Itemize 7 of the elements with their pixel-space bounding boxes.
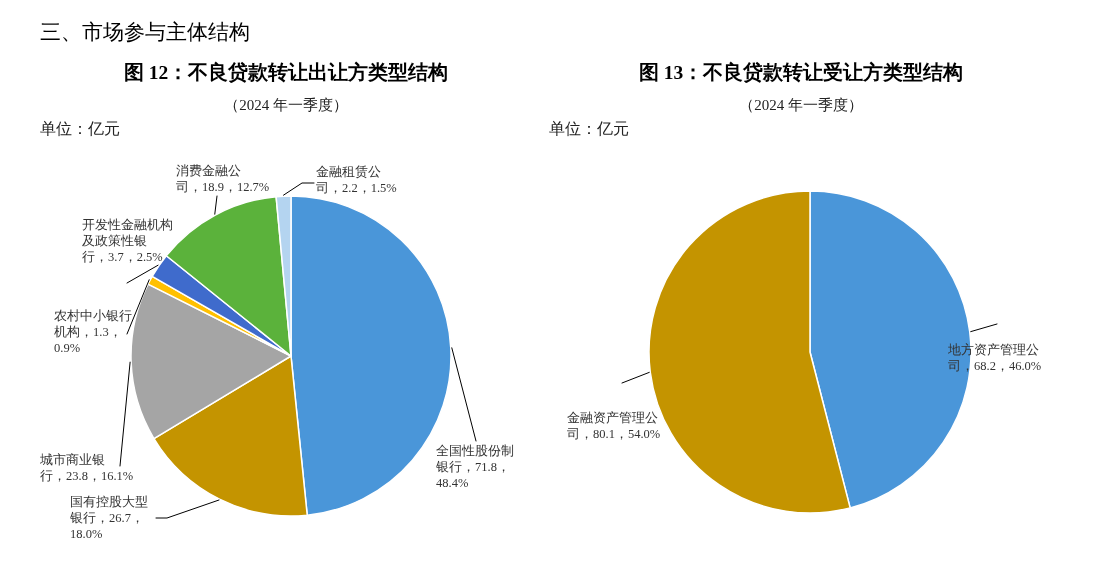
chart-title: 图 12：不良贷款转让出让方类型结构 [123,61,449,83]
chart-subtitle: （2024 年一季度） [739,97,863,113]
text: 单位：亿元 [40,120,120,137]
text: 三、市场参与主体结构 [40,20,250,43]
chart-subtitle: （2024 年一季度） [224,97,348,113]
chart-title: 图 13：不良贷款转让受让方类型结构 [638,61,964,83]
text: 单位：亿元 [549,120,629,137]
